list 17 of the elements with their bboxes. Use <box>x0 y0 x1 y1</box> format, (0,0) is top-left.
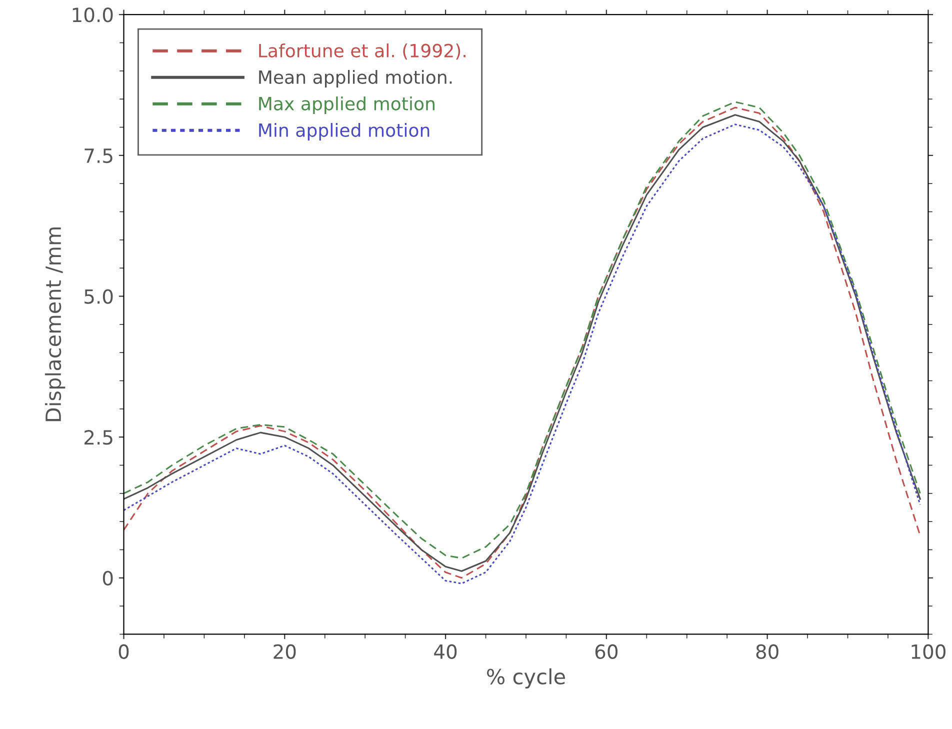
x-tick-label: 60 <box>595 644 618 660</box>
legend-label: Mean applied motion. <box>259 70 452 88</box>
x-tick-label: 20 <box>274 644 296 660</box>
legend-label: Min applied motion <box>259 122 430 140</box>
x-axis-title: % cycle <box>486 668 565 688</box>
legend-label: Max applied motion <box>259 96 434 114</box>
y-axis-title: Displacement /mm <box>45 227 66 422</box>
y-tick-label: 5.0 <box>84 289 113 304</box>
y-tick-label: 2.5 <box>84 430 112 445</box>
y-tick-label: 0 <box>102 570 113 586</box>
y-tick-label: 10.0 <box>72 8 113 22</box>
legend-label: Lafortune et al. (1992). <box>259 43 466 60</box>
x-tick-label: 0 <box>118 644 129 660</box>
x-tick-label: 100 <box>912 644 946 660</box>
x-tick-label: 40 <box>434 644 457 660</box>
x-tick-label: 80 <box>756 644 778 660</box>
y-tick-label: 7.5 <box>84 148 112 164</box>
